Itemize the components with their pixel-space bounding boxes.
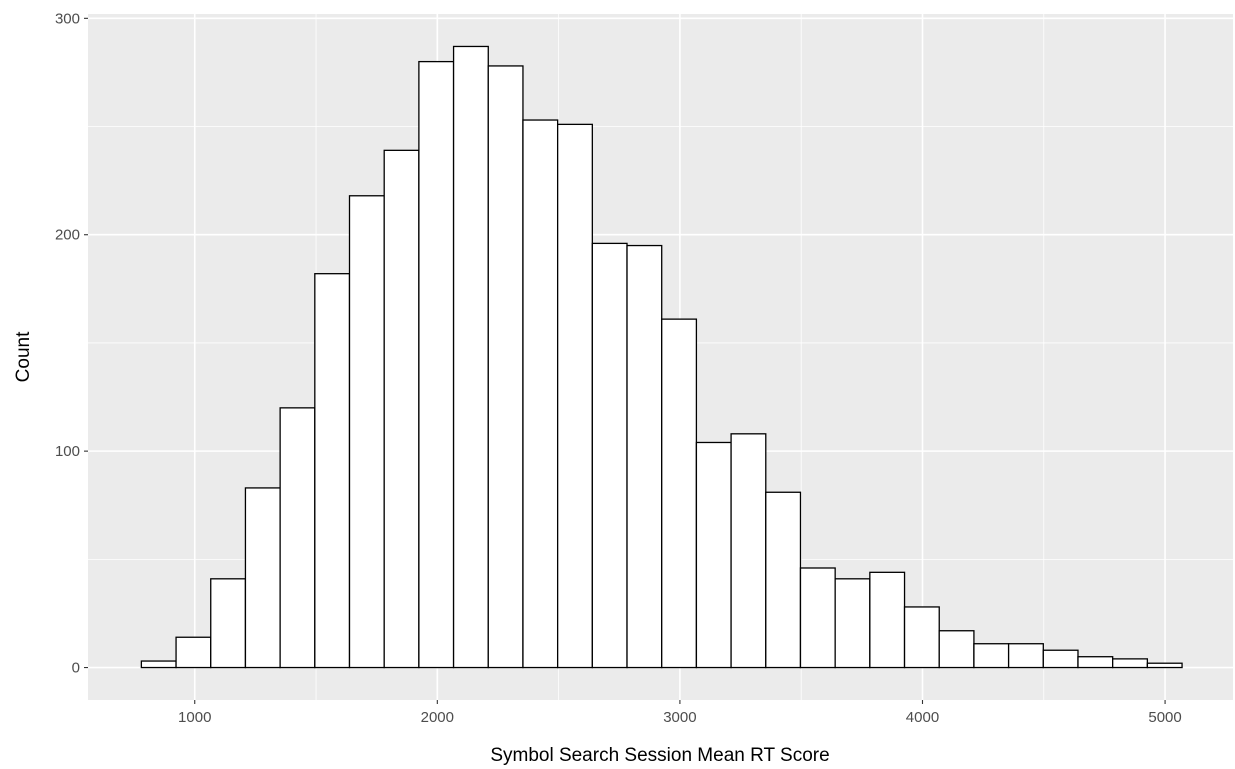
histogram-bar	[1146, 662, 1183, 669]
histogram-bar	[591, 242, 628, 669]
x-axis-title: Symbol Search Session Mean RT Score	[490, 745, 829, 766]
histogram-bar	[452, 45, 489, 669]
histogram-bar	[348, 195, 385, 669]
histogram-bar	[1042, 649, 1079, 669]
y-axis-title: Count	[13, 331, 34, 382]
histogram-bar	[695, 441, 732, 669]
histogram-bar	[903, 606, 940, 669]
histogram-bar	[556, 123, 593, 669]
histogram-bar	[973, 643, 1010, 669]
histogram-bar	[1112, 658, 1149, 669]
histogram-bar	[487, 65, 524, 669]
x-tick-label: 4000	[906, 709, 939, 726]
histogram-bar	[834, 578, 871, 669]
histogram-bar	[799, 567, 836, 669]
histogram-bar	[210, 578, 247, 669]
histogram-bar	[418, 60, 455, 669]
histogram-bar	[279, 407, 316, 669]
x-tick-label: 2000	[421, 709, 454, 726]
histogram-bar	[626, 244, 663, 669]
histogram-bar	[938, 630, 975, 669]
histogram-bar	[869, 571, 906, 669]
histogram-bar	[140, 660, 177, 669]
histogram-bar	[765, 491, 802, 669]
x-tick-label: 3000	[663, 709, 696, 726]
histogram-bar	[314, 273, 351, 669]
y-tick-label: 300	[55, 10, 80, 27]
histogram-bar	[661, 318, 698, 669]
histogram-bar	[175, 636, 212, 669]
histogram-bar	[244, 487, 281, 669]
histogram-bar	[1077, 656, 1114, 669]
x-axis-ticks: 1000 2000 3000 4000 5000	[178, 700, 1182, 726]
histogram-bar	[383, 149, 420, 669]
histogram-bar	[1007, 643, 1044, 669]
y-tick-label: 0	[72, 660, 80, 677]
y-tick-label: 100	[55, 443, 80, 460]
histogram-bars	[140, 45, 1183, 669]
x-tick-label: 5000	[1148, 709, 1181, 726]
y-tick-label: 200	[55, 227, 80, 244]
x-tick-label: 1000	[178, 709, 211, 726]
histogram-bar	[522, 119, 559, 669]
y-axis-ticks: 0 100 200 300	[55, 10, 88, 677]
histogram-bar	[730, 433, 767, 669]
